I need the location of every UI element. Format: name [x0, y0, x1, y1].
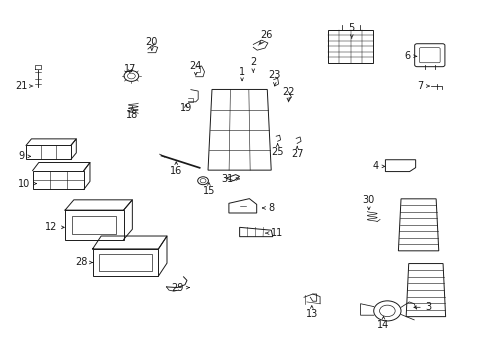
Text: 30: 30 [362, 195, 374, 210]
Text: 15: 15 [203, 183, 215, 197]
Text: 22: 22 [282, 87, 294, 101]
Text: 27: 27 [290, 146, 303, 159]
Text: 2: 2 [250, 57, 256, 72]
Text: 18: 18 [126, 107, 138, 120]
Text: 16: 16 [170, 162, 182, 176]
Text: 20: 20 [145, 37, 158, 50]
Text: 8: 8 [262, 203, 274, 213]
Text: 26: 26 [259, 30, 273, 44]
Text: 14: 14 [377, 316, 389, 330]
Text: 10: 10 [18, 179, 36, 189]
Text: 23: 23 [268, 70, 280, 86]
Text: 12: 12 [44, 222, 64, 232]
Text: 1: 1 [239, 67, 244, 81]
Text: 6: 6 [404, 51, 416, 61]
Text: 28: 28 [75, 257, 93, 267]
Text: 29: 29 [171, 283, 189, 293]
Text: 7: 7 [416, 81, 428, 91]
Text: 13: 13 [305, 306, 317, 319]
Text: 9: 9 [19, 151, 31, 161]
Text: 4: 4 [371, 161, 384, 171]
Text: 11: 11 [265, 228, 283, 238]
Text: 31: 31 [222, 174, 239, 184]
Text: 24: 24 [189, 61, 202, 75]
Text: 3: 3 [413, 302, 431, 312]
Text: 17: 17 [123, 64, 136, 74]
Text: 19: 19 [180, 103, 192, 113]
Text: 21: 21 [15, 81, 33, 91]
Text: 5: 5 [348, 23, 354, 38]
Text: 25: 25 [271, 144, 284, 157]
